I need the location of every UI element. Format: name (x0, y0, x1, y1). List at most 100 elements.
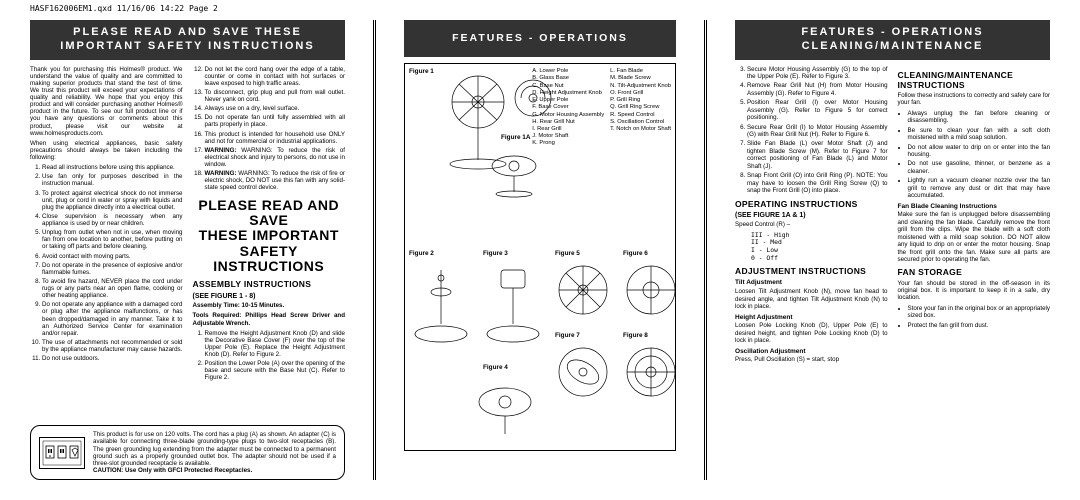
title-features: FEATURES - OPERATIONS (404, 20, 676, 57)
storage-list: Store your fan in the original box or an… (898, 305, 1051, 329)
title-cleaning: FEATURES - OPERATIONS CLEANING/MAINTENAN… (735, 20, 1050, 60)
assembly-time: Assembly Time: 10-15 Minutes. (193, 302, 346, 309)
list-item: Store your fan in the original box or an… (908, 305, 1051, 320)
list-item: To disconnect, grip plug and pull from w… (205, 89, 346, 103)
tilt-p: Loosen Tilt Adjustment Knob (N), move fa… (735, 288, 888, 310)
operating-sub: (SEE FIGURE 1A & 1) (735, 212, 888, 220)
list-item: To avoid fire hazard, NEVER place the co… (42, 278, 183, 299)
list-item: Remove Rear Grill Nut (H) from Motor Hou… (747, 82, 888, 97)
fig2-icon (405, 262, 477, 352)
legend-item: Q. Grill Ring Screw (610, 104, 671, 111)
right-col-2: CLEANING/MAINTENANCE INSTRUCTIONS Follow… (898, 66, 1051, 367)
list-item: Unplug from outlet when not in use, when… (42, 229, 183, 250)
safety-list-b: Do not let the cord hang over the edge o… (193, 66, 346, 192)
fig7-icon (549, 342, 617, 406)
legend-col-2: L. Fan Blade M. Blade Screw N. Tilt-Adju… (610, 68, 671, 148)
assembly-sub: (SEE FIGURE 1 - 8) (193, 293, 346, 301)
list-item: Snap Front Grill (O) into Grill Ring (P)… (747, 172, 888, 194)
clean-list: Always unplug the fan before cleaning or… (898, 110, 1051, 200)
assembly-cont-list: Secure Motor Housing Assembly (G) to the… (735, 66, 888, 195)
fig5-icon (549, 260, 617, 324)
legend-item: R. Speed Control (610, 112, 671, 119)
speed-item: 0 - Off (751, 255, 888, 263)
list-item: Protect the fan grill from dust. (908, 322, 1051, 329)
page: HASF162006EM1.qxd 11/16/06 14:22 Page 2 … (0, 0, 1080, 500)
assembly-list: Remove the Height Adjustment Knob (D) an… (193, 330, 346, 382)
panel-safety: PLEASE READ AND SAVE THESE IMPORTANT SAF… (30, 20, 345, 480)
mid-t2: THESE IMPORTANT SAFETY (193, 228, 346, 259)
list-item: Secure Motor Housing Assembly (G) to the… (747, 66, 888, 81)
list-item: Slide Fan Blade (L) over Motor Shaft (J)… (747, 140, 888, 170)
title-l1: PLEASE READ AND SAVE THESE (34, 26, 341, 40)
right-col-1: Secure Motor Housing Assembly (G) to the… (735, 66, 888, 367)
tilt-heading: Tilt Adjustment (735, 279, 888, 287)
tools: Tools Required: Phillips Head Screw Driv… (193, 312, 346, 326)
list-item: Position the Lower Pole (A) over the ope… (205, 360, 346, 381)
list-item: WARNING: WARNING: To reduce the risk of … (205, 147, 346, 168)
legend-item: N. Tilt-Adjustment Knob (610, 83, 671, 90)
figure-box: Figure 1 A. Lower Pole B. Glass Base C. … (404, 63, 676, 451)
list-item: Position Rear Grill (I) over Motor Housi… (747, 99, 888, 121)
mid-t1: PLEASE READ AND SAVE (193, 198, 346, 229)
blade-heading: Fan Blade Cleaning Instructions (898, 203, 1051, 211)
safety-col-1: Thank you for purchasing this Holmes® pr… (30, 66, 183, 388)
list-item: Read all instructions before using this … (42, 164, 183, 171)
height-heading: Height Adjustment (735, 314, 888, 322)
fig2-label: Figure 2 (409, 250, 434, 257)
fig1-label: Figure 1 (409, 68, 434, 75)
legend-item: O. Front Grill (610, 90, 671, 97)
list-item: The use of attachments not recommended o… (42, 339, 183, 353)
fig4-label: Figure 4 (483, 364, 508, 371)
list-item: Do not operate any appliance with a dama… (42, 301, 183, 337)
list-item: Lightly run a vacuum cleaner nozzle over… (908, 177, 1051, 199)
speed-list: III - High II - Med I - Low 0 - Off (735, 232, 888, 263)
list-item: Use fan only for purposes described in t… (42, 173, 183, 187)
title-safety: PLEASE READ AND SAVE THESE IMPORTANT SAF… (30, 20, 345, 60)
safety-columns: Thank you for purchasing this Holmes® pr… (30, 66, 345, 388)
safety-col-2: Do not let the cord hang over the edge o… (193, 66, 346, 388)
mid-title: PLEASE READ AND SAVE THESE IMPORTANT SAF… (193, 198, 346, 275)
fig7-label: Figure 7 (555, 332, 580, 339)
fig3-icon (477, 262, 549, 352)
caution-box: This product is for use on 120 volts. Th… (30, 425, 345, 480)
list-item: This product is intended for household u… (205, 131, 346, 145)
caution-body: This product is for use on 120 volts. Th… (93, 431, 336, 467)
title-r1: FEATURES - OPERATIONS (739, 26, 1046, 40)
clean-lead: Follow these instructions to correctly a… (898, 92, 1051, 107)
fig3-label: Figure 3 (483, 250, 508, 257)
legend-item: S. Oscillation Control (610, 119, 671, 126)
list-item: Secure Rear Grill (I) to Motor Housing A… (747, 124, 888, 139)
right-columns: Secure Motor Housing Assembly (G) to the… (735, 66, 1050, 367)
list-item: Do not allow water to drip on or enter i… (908, 144, 1051, 159)
legend-item: L. Fan Blade (610, 68, 671, 75)
adjust-heading: ADJUSTMENT INSTRUCTIONS (735, 266, 888, 276)
caution-text: This product is for use on 120 volts. Th… (93, 431, 336, 474)
title-r2: CLEANING/MAINTENANCE (739, 40, 1046, 54)
osc-p: Press, Pull Oscillation (S) = start, sto… (735, 356, 888, 363)
speed-lead: Speed Control (R) – (735, 221, 888, 228)
fig4-icon (465, 374, 545, 440)
list-item: Do not use outdoors. (42, 355, 183, 362)
blade-p: Make sure the fan is unplugged before di… (898, 211, 1051, 263)
osc-heading: Oscillation Adjustment (735, 348, 888, 356)
fig5-label: Figure 5 (555, 250, 580, 257)
panel-cleaning: FEATURES - OPERATIONS CLEANING/MAINTENAN… (735, 20, 1050, 480)
plug-icon (39, 437, 85, 469)
operating-heading: OPERATING INSTRUCTIONS (735, 199, 888, 209)
doc-header: HASF162006EM1.qxd 11/16/06 14:22 Page 2 (30, 4, 218, 13)
fig8-icon (617, 342, 685, 406)
list-item: Close supervision is necessary when any … (42, 213, 183, 227)
intro: Thank you for purchasing this Holmes® pr… (30, 66, 183, 137)
legend-item: M. Blade Screw (610, 75, 671, 82)
list-item: Do not use gasoline, thinner, or benzene… (908, 160, 1051, 175)
list-item: Be sure to clean your fan with a soft cl… (908, 127, 1051, 142)
height-p: Loosen Pole Locking Knob (D), Upper Pole… (735, 322, 888, 344)
fig1a-label: Figure 1A (501, 134, 530, 141)
assembly-heading: ASSEMBLY INSTRUCTIONS (193, 280, 346, 290)
precautions-lead: When using electrical appliances, basic … (30, 140, 183, 161)
safety-list-a: Read all instructions before using this … (30, 164, 183, 362)
list-item: To protect against electrical shock do n… (42, 190, 183, 211)
panel-features: FEATURES - OPERATIONS Figure 1 A. Lower … (404, 20, 676, 480)
divider-1 (373, 20, 376, 480)
legend-item: T. Notch on Motor Shaft (610, 126, 671, 133)
